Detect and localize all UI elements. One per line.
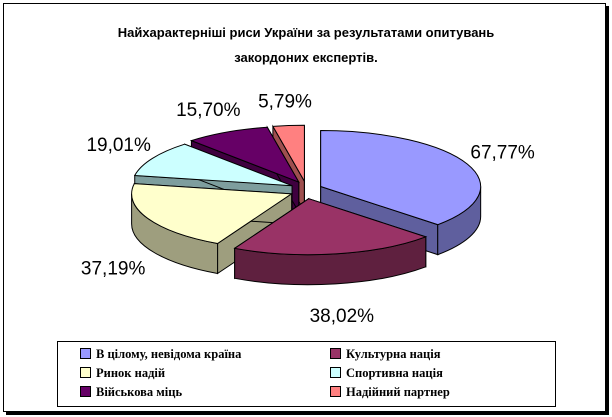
legend-item: Надійний партнер — [330, 383, 450, 401]
legend-item: В цілому, невідома країна — [80, 345, 241, 363]
legend-label: Культурна нація — [346, 347, 441, 361]
chart-title-line-2: закордоних експертів. — [234, 50, 378, 65]
legend-swatch — [330, 348, 341, 359]
slice-value-label: 15,70% — [176, 100, 241, 121]
legend-swatch — [80, 367, 91, 378]
slice-value-label: 5,79% — [258, 91, 312, 112]
legend: В цілому, невідома країна Культурна нація… — [57, 341, 556, 407]
legend-item: Ринок надій — [80, 364, 165, 382]
legend-label: В цілому, невідома країна — [96, 347, 242, 361]
legend-label: Спортивна нація — [346, 366, 443, 380]
legend-item: Спортивна нація — [330, 364, 443, 382]
legend-label: Ринок надій — [96, 366, 166, 380]
legend-label: Надійний партнер — [346, 385, 450, 399]
legend-swatch — [330, 367, 341, 378]
chart-title: Найхарактерніші риси України за результа… — [0, 20, 612, 70]
slice-value-label: 38,02% — [310, 306, 375, 327]
legend-item: Культурна нація — [330, 345, 440, 363]
pie-slice — [233, 197, 428, 286]
legend-swatch — [330, 386, 341, 397]
slice-value-label: 67,77% — [470, 143, 535, 164]
legend-swatch — [80, 386, 91, 397]
legend-swatch — [80, 348, 91, 359]
legend-label: Військова міць — [96, 385, 183, 399]
slice-value-label: 19,01% — [86, 135, 151, 156]
legend-item: Військова міць — [80, 383, 182, 401]
slice-value-label: 37,19% — [81, 259, 146, 280]
chart-title-line-1: Найхарактерніші риси України за результа… — [117, 25, 495, 40]
